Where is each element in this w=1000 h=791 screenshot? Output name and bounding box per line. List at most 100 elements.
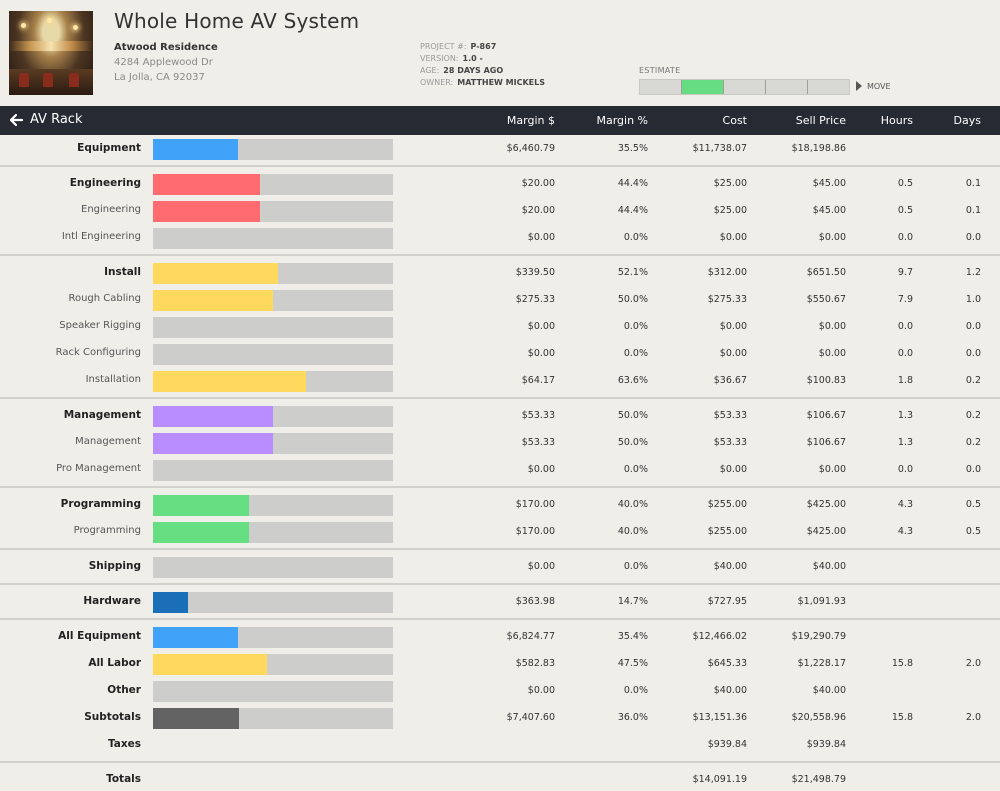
move-label: MOVE <box>867 81 891 91</box>
margin-value: $53.33 <box>521 410 555 421</box>
project-number: PROJECT #: P-867 <box>420 42 497 51</box>
cost-value: $0.00 <box>719 348 747 359</box>
cost-value: $14,091.19 <box>692 774 747 785</box>
table-row[interactable]: Taxes $939.84 $939.84 <box>0 731 1000 758</box>
margin-pct-value: 50.0% <box>617 437 648 448</box>
margin-bar-fill <box>153 592 189 613</box>
hours-value: 0.0 <box>897 348 913 359</box>
margin-bar <box>153 174 393 195</box>
margin-pct-value: 36.0% <box>617 712 648 723</box>
project-version[interactable]: VERSION: 1.0 - <box>420 54 483 63</box>
group-divider <box>0 583 1000 585</box>
column-header-days[interactable]: Days <box>953 114 981 127</box>
sell-price-value: $425.00 <box>806 499 846 510</box>
margin-bar <box>153 681 393 702</box>
estimate-stage-bar[interactable] <box>639 79 850 95</box>
margin-bar-fill <box>153 406 273 427</box>
cost-value: $53.33 <box>713 437 747 448</box>
project-thumbnail[interactable] <box>9 11 93 95</box>
table-row[interactable]: Intl Engineering $0.00 0.0% $0.00 $0.00 0.0 0.… <box>0 224 1000 251</box>
move-button[interactable]: MOVE <box>856 81 891 91</box>
estimate-stage-segment[interactable] <box>724 80 766 94</box>
table-row[interactable]: Programming $170.00 40.0% $255.00 $425.00 4.3… <box>0 491 1000 518</box>
sell-price-value: $0.00 <box>818 321 846 332</box>
row-label: Engineering <box>69 177 141 189</box>
table-row[interactable]: Management $53.33 50.0% $53.33 $106.67 1.3 0.2 <box>0 429 1000 456</box>
estimate-stage-segment[interactable] <box>640 80 682 94</box>
table-row[interactable]: Speaker Rigging $0.00 0.0% $0.00 $0.00 0.0 0.0 <box>0 313 1000 340</box>
table-row[interactable]: All Labor $582.83 47.5% $645.33 $1,228.17 15.… <box>0 650 1000 677</box>
table-row[interactable]: Rough Cabling $275.33 50.0% $275.33 $550.67 7… <box>0 286 1000 313</box>
table-row[interactable]: Shipping $0.00 0.0% $40.00 $40.00 <box>0 553 1000 580</box>
cost-value: $275.33 <box>707 294 747 305</box>
table-row[interactable]: Installation $64.17 63.6% $36.67 $100.83 1.8 0… <box>0 367 1000 394</box>
table-row[interactable]: Totals $14,091.19 $21,498.79 <box>0 766 1000 791</box>
cost-value: $11,738.07 <box>692 143 747 154</box>
days-value: 0.2 <box>965 375 981 386</box>
project-age: AGE: 28 DAYS AGO <box>420 66 504 75</box>
row-label: All Labor <box>88 657 141 669</box>
sell-price-value: $651.50 <box>806 267 846 278</box>
group-divider <box>0 397 1000 399</box>
days-value: 0.0 <box>965 464 981 475</box>
cost-value: $939.84 <box>707 739 747 750</box>
table-row[interactable]: All Equipment $6,824.77 35.4% $12,466.02 $19… <box>0 623 1000 650</box>
row-label: Totals <box>106 773 141 785</box>
margin-bar <box>153 654 393 675</box>
table-row[interactable]: Pro Management $0.00 0.0% $0.00 $0.00 0.0 0.0 <box>0 456 1000 483</box>
row-label: Equipment <box>77 142 141 154</box>
hours-value: 0.0 <box>897 464 913 475</box>
margin-bar <box>153 317 393 338</box>
play-triangle-icon <box>856 81 862 91</box>
margin-value: $20.00 <box>521 178 555 189</box>
margin-value: $0.00 <box>527 232 555 243</box>
cost-value: $0.00 <box>719 464 747 475</box>
sell-price-value: $1,228.17 <box>797 658 846 669</box>
margin-bar-fill <box>153 708 240 729</box>
estimate-stage-segment[interactable] <box>766 80 808 94</box>
section-title: AV Rack <box>30 112 83 127</box>
table-row[interactable]: Management $53.33 50.0% $53.33 $106.67 1.3 0.2 <box>0 402 1000 429</box>
margin-value: $0.00 <box>527 685 555 696</box>
table-row[interactable]: Install $339.50 52.1% $312.00 $651.50 9.7 1.2 <box>0 259 1000 286</box>
table-row[interactable]: Engineering $20.00 44.4% $25.00 $45.00 0.5 0.1 <box>0 197 1000 224</box>
group-divider <box>0 254 1000 256</box>
margin-pct-value: 50.0% <box>617 410 648 421</box>
hours-value: 4.3 <box>897 499 913 510</box>
margin-pct-value: 44.4% <box>617 205 648 216</box>
project-owner: OWNER: MATTHEW MICKELS <box>420 78 545 87</box>
column-header-sell-price[interactable]: Sell Price <box>795 114 846 127</box>
column-header-hours[interactable]: Hours <box>880 114 913 127</box>
margin-pct-value: 40.0% <box>617 526 648 537</box>
row-label: Rack Configuring <box>55 347 141 358</box>
cost-value: $40.00 <box>713 561 747 572</box>
sell-price-value: $939.84 <box>806 739 846 750</box>
table-row[interactable]: Other $0.00 0.0% $40.00 $40.00 <box>0 677 1000 704</box>
estimate-stage-segment[interactable] <box>808 80 849 94</box>
margin-pct-value: 0.0% <box>623 561 648 572</box>
sell-price-value: $20,558.96 <box>791 712 846 723</box>
column-header-margin-pct[interactable]: Margin % <box>596 114 648 127</box>
margin-bar <box>153 495 393 516</box>
project-header: Whole Home AV System Atwood Residence 42… <box>0 0 1000 106</box>
arrow-left-icon[interactable] <box>8 112 24 128</box>
margin-pct-value: 35.5% <box>617 143 648 154</box>
table-row[interactable]: Rack Configuring $0.00 0.0% $0.00 $0.00 0.0 0.… <box>0 340 1000 367</box>
table-row[interactable]: Equipment $6,460.79 35.5% $11,738.07 $18,198… <box>0 135 1000 162</box>
margin-bar <box>153 592 393 613</box>
hours-value: 0.5 <box>897 205 913 216</box>
column-header-cost[interactable]: Cost <box>722 114 747 127</box>
cost-value: $13,151.36 <box>692 712 747 723</box>
table-row[interactable]: Hardware $363.98 14.7% $727.95 $1,091.93 <box>0 588 1000 615</box>
estimate-stage-segment[interactable] <box>682 80 724 94</box>
hours-value: 1.8 <box>897 375 913 386</box>
table-row[interactable]: Programming $170.00 40.0% $255.00 $425.00 4.3… <box>0 518 1000 545</box>
table-row[interactable]: Subtotals $7,407.60 36.0% $13,151.36 $20,558… <box>0 704 1000 731</box>
sell-price-value: $45.00 <box>812 205 846 216</box>
row-label: Installation <box>85 374 141 385</box>
sell-price-value: $550.67 <box>806 294 846 305</box>
margin-pct-value: 63.6% <box>617 375 648 386</box>
table-row[interactable]: Engineering $20.00 44.4% $25.00 $45.00 0.5 0.1 <box>0 170 1000 197</box>
column-header-margin[interactable]: Margin $ <box>506 114 555 127</box>
margin-pct-value: 40.0% <box>617 499 648 510</box>
